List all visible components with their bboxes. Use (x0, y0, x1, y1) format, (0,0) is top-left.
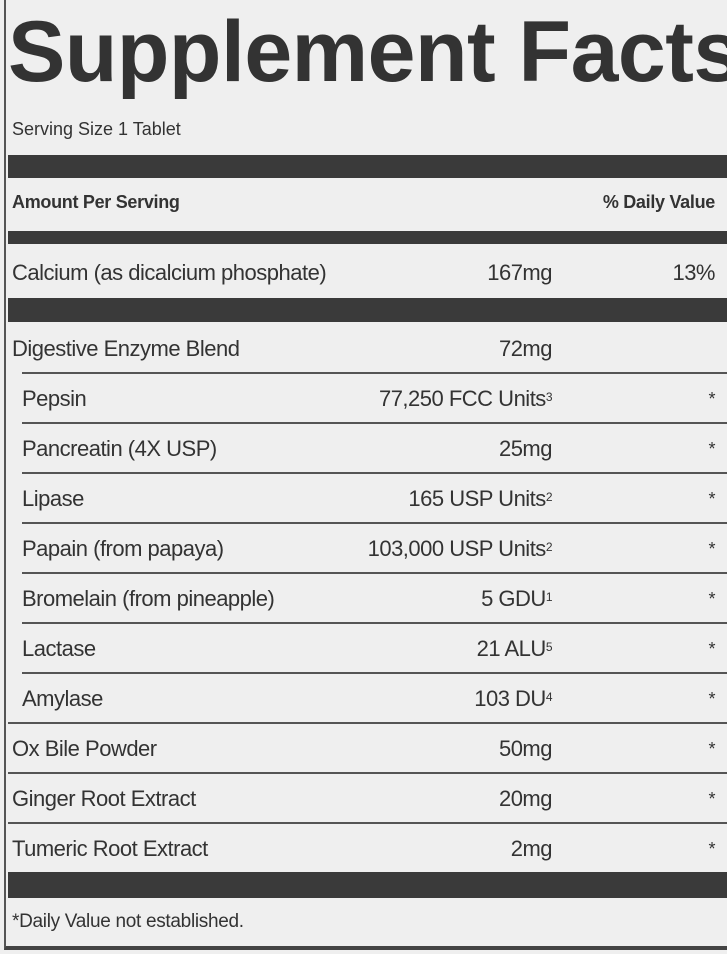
amount-footnote-ref: 2 (545, 490, 553, 504)
row-divider (22, 622, 727, 624)
row-divider (22, 422, 727, 424)
ingredient-name: Digestive Enzyme Blend (12, 336, 240, 361)
row-divider (22, 522, 727, 524)
divider-thick (8, 155, 727, 178)
ingredient-dv: * (708, 439, 715, 459)
ingredient-name: Lactase (22, 636, 96, 661)
ingredient-amount: 165 USP Units2 (408, 484, 552, 514)
ingredient-name: Ginger Root Extract (12, 786, 196, 811)
ingredient-dv: * (708, 789, 715, 809)
nutrient-dv: 13% (672, 260, 715, 285)
ingredient-row: Pancreatin (4X USP) 25mg * (0, 424, 727, 474)
row-divider (8, 822, 727, 824)
ingredient-dv: * (708, 639, 715, 659)
amount-footnote-ref: 5 (545, 640, 553, 654)
row-divider (8, 772, 727, 774)
row-divider (22, 372, 727, 374)
amount-value: 165 USP Units (408, 486, 546, 511)
amount-value: 103 DU (474, 686, 546, 711)
amount-value: 20mg (498, 786, 553, 811)
row-divider (22, 472, 727, 474)
row-divider (22, 572, 727, 574)
ingredient-row: Ginger Root Extract 20mg * (0, 774, 727, 824)
amount-footnote-ref: 4 (545, 690, 553, 704)
amount-value: 72mg (498, 336, 553, 361)
label-title: Supplement Facts (8, 4, 727, 100)
ingredient-dv: * (708, 689, 715, 709)
ingredient-row: Digestive Enzyme Blend 72mg (0, 324, 727, 374)
ingredient-amount: 21 ALU5 (476, 634, 553, 664)
ingredient-amount: 5 GDU1 (481, 584, 552, 614)
amount-value: 103,000 USP Units (367, 536, 547, 561)
label-border (4, 0, 727, 950)
ingredient-dv: * (708, 539, 715, 559)
ingredient-amount: 103,000 USP Units2 (367, 534, 553, 564)
amount-value: 5 GDU (481, 586, 546, 611)
ingredient-amount: 2mg (510, 834, 553, 864)
ingredient-dv: * (708, 589, 715, 609)
ingredient-amount: 20mg (498, 784, 553, 814)
ingredient-amount: 25mg (498, 434, 553, 464)
amount-footnote-ref: 3 (545, 390, 553, 404)
ingredient-row: Papain (from papaya) 103,000 USP Units2 * (0, 524, 727, 574)
calcium-row: Calcium (as dicalcium phosphate) 167mg 1… (0, 248, 727, 298)
nutrient-amount: 167mg (487, 260, 552, 285)
ingredient-name: Papain (from papaya) (22, 536, 224, 561)
row-divider (22, 672, 727, 674)
serving-size: Serving Size 1 Tablet (12, 119, 181, 139)
row-divider (8, 722, 727, 724)
divider-thick (8, 298, 727, 322)
amount-value: 25mg (498, 436, 553, 461)
divider-medium (8, 231, 727, 244)
ingredient-row: Tumeric Root Extract 2mg * (0, 824, 727, 874)
footnote: *Daily Value not established. (12, 911, 244, 932)
amount-value: 77,250 FCC Units (378, 386, 546, 411)
ingredient-row: Lactase 21 ALU5 * (0, 624, 727, 674)
ingredient-row: Lipase 165 USP Units2 * (0, 474, 727, 524)
ingredient-row: Bromelain (from pineapple) 5 GDU1 * (0, 574, 727, 624)
amount-value: 2mg (510, 836, 553, 861)
ingredient-row: Pepsin 77,250 FCC Units3 * (0, 374, 727, 424)
ingredient-name: Pepsin (22, 386, 87, 411)
ingredient-name: Tumeric Root Extract (12, 836, 208, 861)
amount-value: 50mg (498, 736, 553, 761)
ingredient-row: Amylase 103 DU4 * (0, 674, 727, 724)
ingredient-dv: * (708, 839, 715, 859)
amount-per-serving-header: Amount Per Serving (12, 192, 180, 212)
ingredient-amount: 77,250 FCC Units3 (378, 384, 553, 414)
ingredient-row: Ox Bile Powder 50mg * (0, 724, 727, 774)
daily-value-header: % Daily Value (602, 192, 715, 212)
ingredient-amount: 103 DU4 (474, 684, 552, 714)
ingredient-name: Bromelain (from pineapple) (22, 586, 275, 611)
divider-thick (8, 872, 727, 898)
ingredient-amount: 50mg (498, 734, 553, 764)
ingredient-dv: * (708, 389, 715, 409)
nutrient-name: Calcium (as dicalcium phosphate) (12, 260, 327, 285)
amount-value: 21 ALU (476, 636, 547, 661)
ingredient-dv: * (708, 489, 715, 509)
ingredient-name: Pancreatin (4X USP) (22, 436, 217, 461)
ingredient-dv: * (708, 739, 715, 759)
ingredient-amount: 72mg (498, 334, 553, 364)
amount-footnote-ref: 1 (545, 590, 553, 604)
amount-footnote-ref: 2 (545, 540, 553, 554)
ingredient-name: Amylase (22, 686, 103, 711)
ingredient-name: Ox Bile Powder (12, 736, 157, 761)
ingredient-name: Lipase (22, 486, 84, 511)
